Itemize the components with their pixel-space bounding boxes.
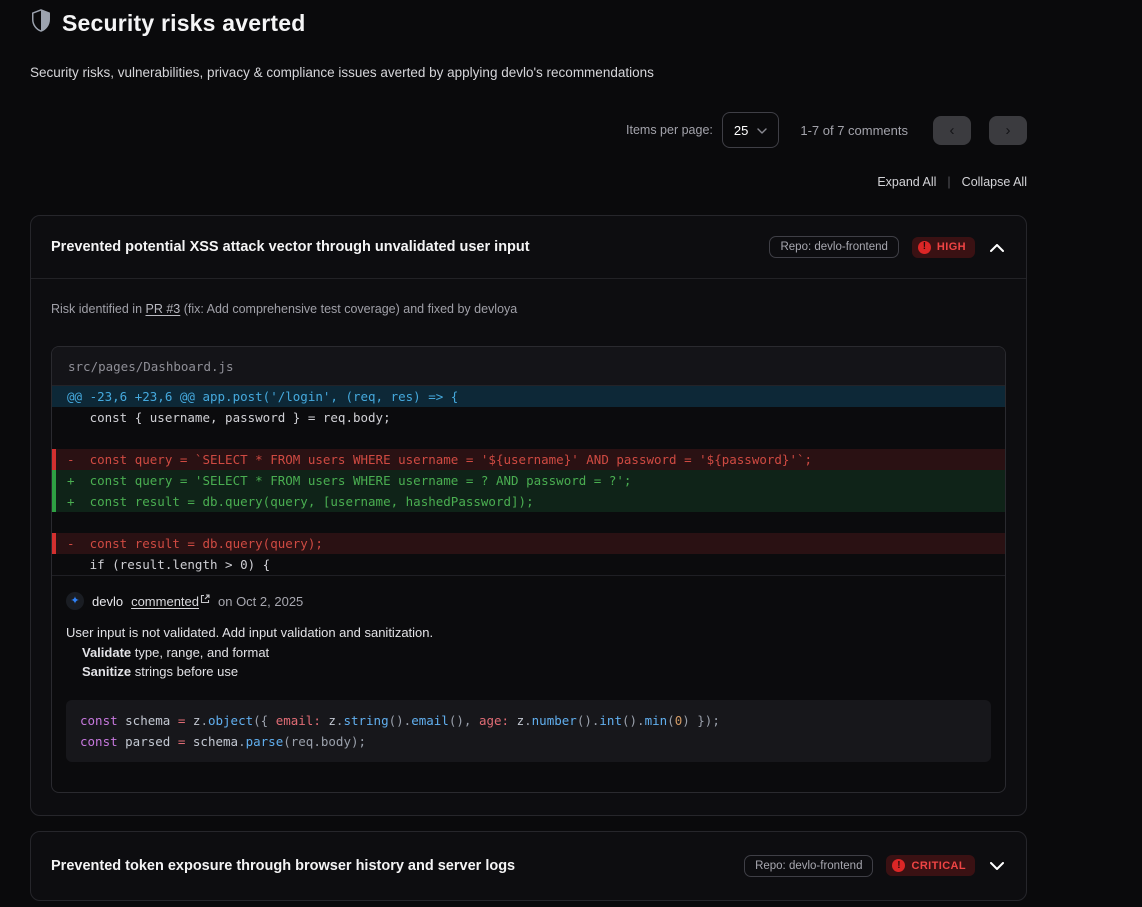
chevron-up-icon [990,240,1004,255]
sparkle-avatar-icon: ✦ [66,592,84,610]
risk-card-title: Prevented potential XSS attack vector th… [51,239,530,255]
collapse-all-link[interactable]: Collapse All [961,175,1027,189]
diff-line [52,428,1005,449]
expand-all-link[interactable]: Expand All [877,175,937,189]
chevron-right-icon: › [1005,121,1011,139]
next-page-button[interactable]: › [989,115,1027,145]
page-subtitle: Security risks, vulnerabilities, privacy… [30,65,654,80]
chevron-left-icon: ‹ [949,121,955,139]
risk-source-line: Risk identified in PR #3 (fix: Add compr… [31,279,1026,316]
items-per-page-label: Items per page: [626,123,713,137]
diff-block: src/pages/Dashboard.js @@ -23,6 +23,6 @@… [51,346,1006,793]
comment-date: on Oct 2, 2025 [218,593,304,609]
risk-suffix: (fix: Add comprehensive test coverage) a… [180,302,518,316]
page-title: Security risks averted [62,9,306,36]
alert-circle-icon: ! [917,240,931,254]
bullet-rest: strings before use [131,664,239,679]
comment-body: User input is not validated. Add input v… [66,623,991,682]
comment-section: ✦ devlo commented on Oct 2, 2025 User in… [52,575,1005,792]
prev-page-button[interactable]: ‹ [933,115,971,145]
repo-badge: Repo: devlo-frontend [769,236,899,258]
pagination-range-text: 1-7 of 7 comments [800,122,908,138]
comment-bullet: Validate type, range, and format [66,643,991,663]
pr-link[interactable]: PR #3 [145,302,181,316]
diff-line: @@ -23,6 +23,6 @@ app.post('/login', (re… [52,386,1005,407]
diff-lines: @@ -23,6 +23,6 @@ app.post('/login', (re… [52,386,1005,575]
diff-filename: src/pages/Dashboard.js [52,347,1005,386]
comment-author: devlo [92,593,124,609]
severity-label: CRITICAL [911,859,966,872]
comment-bullet: Sanitize strings before use [66,662,991,682]
page-header: Security risks averted [30,8,1027,38]
comment-meta: ✦ devlo commented on Oct 2, 2025 [66,592,991,610]
external-link-icon [200,592,210,607]
alert-circle-icon: ! [892,859,906,872]
code-line: const parsed = schema.parse(req.body); [80,733,367,749]
expand-card-button[interactable] [988,856,1006,875]
risk-prefix: Risk identified in [51,302,146,316]
risk-card-token-header[interactable]: Prevented token exposure through browser… [31,832,1026,900]
page-size-select[interactable]: 25 [721,112,780,148]
diff-line: - const query = `SELECT * FROM users WHE… [52,449,1005,470]
bullet-bold: Validate [82,644,132,660]
risk-card-token-exposure: Prevented token exposure through browser… [30,830,1027,901]
bulk-actions: Expand All | Collapse All [30,175,1027,189]
diff-line: const { username, password } = req.body; [67,410,391,425]
chevron-down-icon [990,858,1004,873]
commented-link[interactable]: commented [131,594,210,609]
risk-card-badges: Repo: devlo-frontend ! HIGH [769,236,1006,258]
risk-card-xss-header[interactable]: Prevented potential XSS attack vector th… [31,216,1026,278]
bullet-bold: Sanitize [82,664,132,679]
diff-line: + const query = 'SELECT * FROM users WHE… [52,470,1005,491]
chevron-down-icon [757,121,768,139]
bulk-separator: | [947,175,951,189]
diff-line: + const result = db.query(query, [userna… [52,491,1005,512]
page-size-value: 25 [733,122,749,138]
shield-icon [30,8,52,38]
repo-badge: Repo: devlo-frontend [744,854,874,877]
pagination-toolbar: Items per page: 25 1-7 of 7 comments ‹ › [30,112,1027,148]
collapse-card-button[interactable] [988,238,1006,257]
risk-card-body: Risk identified in PR #3 (fix: Add compr… [31,278,1026,793]
severity-badge: ! CRITICAL [886,855,975,876]
risk-card-xss: Prevented potential XSS attack vector th… [30,215,1027,816]
diff-line [52,512,1005,533]
diff-line: - const result = db.query(query); [52,533,1005,554]
comment-text: User input is not validated. Add input v… [66,625,434,640]
bullet-rest: type, range, and format [131,644,270,660]
risk-card-title: Prevented token exposure through browser… [51,857,516,874]
diff-line: if (result.length > 0) { [67,557,271,572]
commented-link-label: commented [131,593,199,609]
severity-label: HIGH [936,241,966,253]
comment-code-snippet: const schema = z.object({ email: z.strin… [66,699,991,762]
risk-card-badges: Repo: devlo-frontend ! CRITICAL [744,854,1006,877]
severity-badge: ! HIGH [911,236,975,258]
code-line: const schema = z.object({ email: z.strin… [80,712,720,728]
